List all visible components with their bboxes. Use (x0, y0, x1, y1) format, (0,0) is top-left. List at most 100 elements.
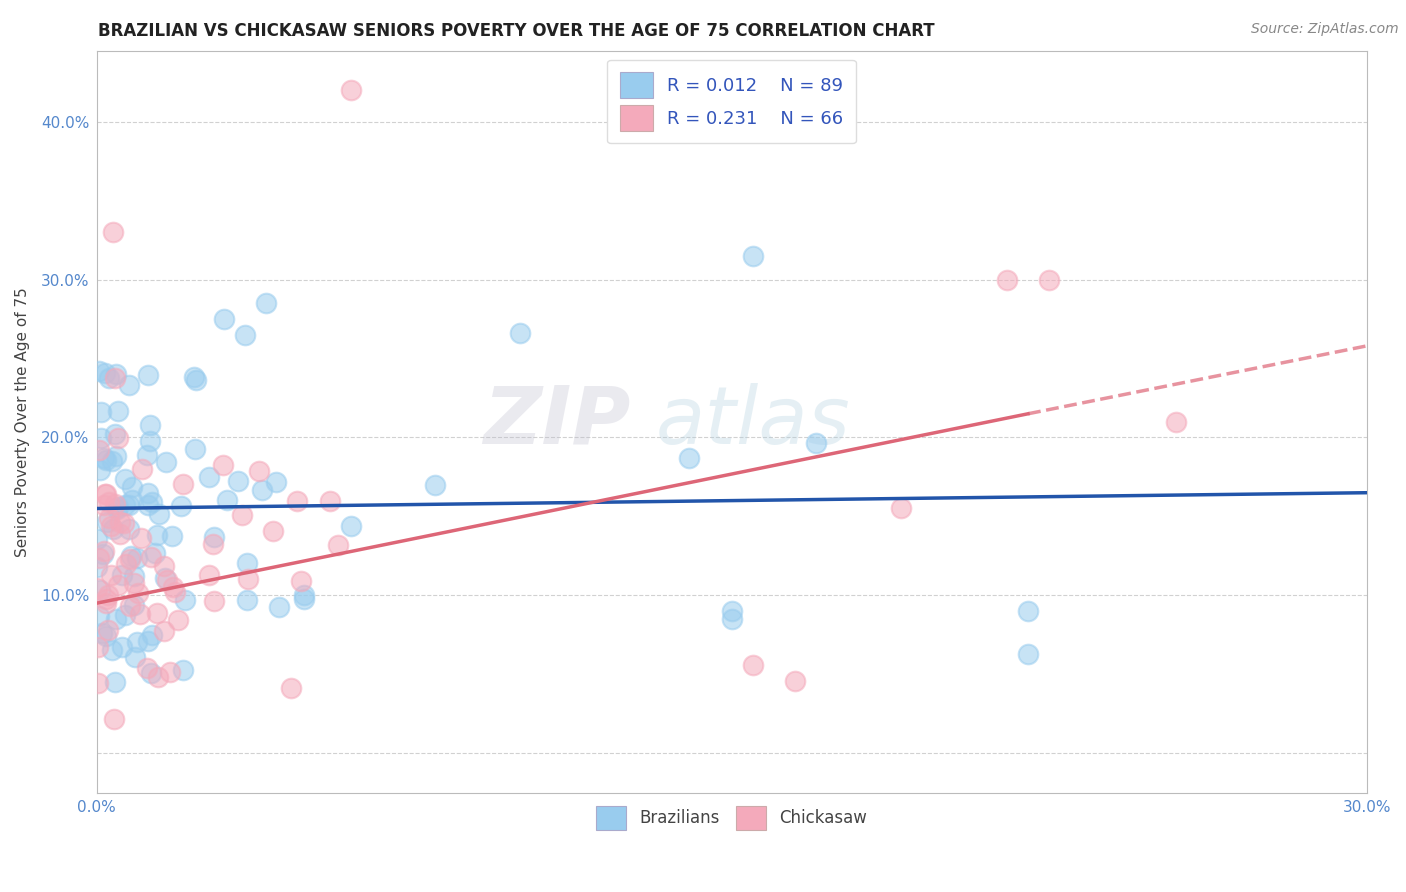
Text: Source: ZipAtlas.com: Source: ZipAtlas.com (1251, 22, 1399, 37)
Point (231, 508, 253, 522)
Point (184, 372, 207, 386)
Point (115, 557, 138, 571)
Point (160, 528, 183, 542)
Point (211, 458, 233, 472)
Point (105, 368, 128, 382)
Point (93, 499, 115, 513)
Point (141, 495, 163, 509)
Point (1017, 604, 1039, 618)
Point (172, 477, 194, 491)
Point (103, 225, 125, 239)
Point (107, 404, 129, 418)
Point (183, 442, 205, 456)
Point (97, 495, 120, 509)
Point (425, 478, 447, 492)
Point (678, 451, 700, 466)
Point (114, 498, 136, 512)
Point (135, 661, 157, 675)
Point (86, 581, 108, 595)
Point (202, 594, 225, 608)
Point (162, 580, 184, 594)
Point (101, 522, 124, 536)
Point (108, 526, 131, 541)
Point (509, 326, 531, 340)
Point (292, 588, 315, 602)
Point (129, 607, 152, 621)
Point (198, 469, 221, 483)
Point (87, 443, 110, 458)
Point (97, 588, 120, 602)
Point (143, 546, 166, 560)
Point (1038, 272, 1060, 286)
Point (290, 574, 312, 588)
Text: BRAZILIAN VS CHICKASAW SENIORS POVERTY OVER THE AGE OF 75 CORRELATION CHART: BRAZILIAN VS CHICKASAW SENIORS POVERTY O… (98, 22, 935, 40)
Point (201, 536, 224, 550)
Point (226, 475, 249, 489)
Point (96, 453, 118, 467)
Point (339, 518, 361, 533)
Point (212, 312, 235, 326)
Point (247, 464, 270, 478)
Point (170, 499, 193, 513)
Point (292, 591, 315, 606)
Point (127, 551, 149, 566)
Point (89, 463, 111, 477)
Point (93, 450, 115, 465)
Point (111, 640, 134, 655)
Point (139, 550, 162, 565)
Point (100, 519, 122, 533)
Point (136, 498, 159, 512)
Legend: Brazilians, Chickasaw: Brazilians, Chickasaw (589, 799, 875, 837)
Point (250, 483, 273, 497)
Point (110, 568, 132, 582)
Point (104, 674, 127, 689)
Point (105, 449, 128, 463)
Point (136, 368, 159, 383)
Point (90, 431, 112, 445)
Point (326, 538, 349, 552)
Point (146, 528, 169, 542)
Point (138, 434, 160, 449)
Point (156, 573, 179, 587)
Point (97, 624, 120, 638)
Point (122, 598, 145, 612)
Point (262, 524, 284, 538)
Point (107, 578, 129, 592)
Point (155, 571, 177, 585)
Point (254, 296, 277, 310)
Point (287, 494, 309, 508)
Point (118, 498, 141, 512)
Point (100, 643, 122, 657)
Point (319, 494, 342, 508)
Point (112, 516, 135, 530)
Point (127, 585, 149, 599)
Point (120, 549, 142, 563)
Point (91, 547, 114, 561)
Point (107, 500, 129, 515)
Point (105, 502, 128, 516)
Point (166, 613, 188, 627)
Point (741, 658, 763, 673)
Point (159, 665, 181, 679)
Text: ZIP: ZIP (482, 383, 630, 460)
Point (104, 426, 127, 441)
Point (103, 712, 125, 726)
Point (269, 599, 291, 614)
Point (114, 472, 136, 486)
Point (86, 532, 108, 546)
Point (202, 530, 225, 544)
Y-axis label: Seniors Poverty Over the Age of 75: Seniors Poverty Over the Age of 75 (15, 287, 30, 557)
Point (136, 486, 159, 500)
Point (93, 544, 115, 558)
Point (105, 612, 128, 626)
Point (131, 462, 153, 476)
Point (233, 327, 256, 342)
Point (125, 635, 148, 649)
Point (118, 378, 141, 392)
Point (120, 599, 142, 614)
Text: atlas: atlas (655, 383, 851, 460)
Point (121, 492, 143, 507)
Point (129, 531, 152, 545)
Point (94, 487, 117, 501)
Point (124, 650, 146, 665)
